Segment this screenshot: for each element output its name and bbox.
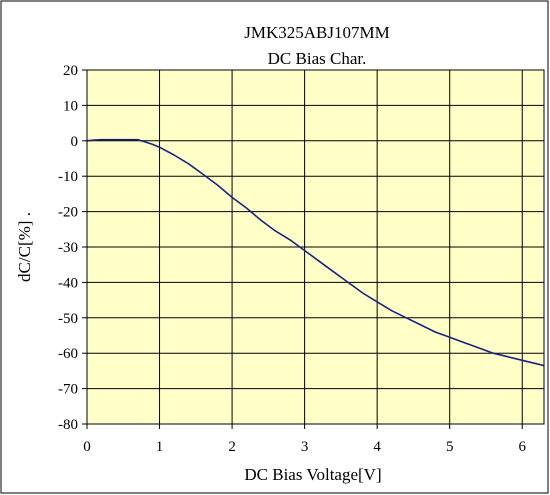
x-tick-label: 2 xyxy=(228,439,236,455)
x-axis-label: DC Bias Voltage[V] xyxy=(244,465,381,484)
y-tick-label: -70 xyxy=(58,382,78,398)
x-tick-label: 6 xyxy=(518,439,526,455)
x-tick-label: 1 xyxy=(156,439,164,455)
tick-layer: 20 10 0 -10 -20 -30 -40 -50 -60 -70 -80 0 1 2 3 4 5 6 xyxy=(58,63,526,455)
x-tick-label: 4 xyxy=(373,439,381,455)
y-tick-label: -20 xyxy=(58,205,78,221)
y-tick-label: -40 xyxy=(58,275,78,291)
x-tick-label: 3 xyxy=(301,439,309,455)
y-tick-label: -10 xyxy=(58,169,78,185)
y-tick-label: 20 xyxy=(63,63,78,79)
x-tick-label: 5 xyxy=(446,439,454,455)
y-tick-label: -80 xyxy=(58,417,78,433)
chart-title: JMK325ABJ107MM xyxy=(244,23,389,42)
x-tick-label: 0 xyxy=(83,439,91,455)
series-layer xyxy=(86,138,545,367)
grid-layer xyxy=(86,69,544,425)
y-tick-label: 10 xyxy=(63,98,78,114)
chart-subtitle: DC Bias Char. xyxy=(268,49,367,68)
y-tick-label: -30 xyxy=(58,240,78,256)
y-axis-label: dC/C[%] . xyxy=(15,212,34,282)
plot-border xyxy=(86,69,545,425)
y-tick-label: -60 xyxy=(58,346,78,362)
y-tick-label: 0 xyxy=(71,134,79,150)
y-tick-label: -50 xyxy=(58,311,78,327)
series-line xyxy=(86,138,545,367)
